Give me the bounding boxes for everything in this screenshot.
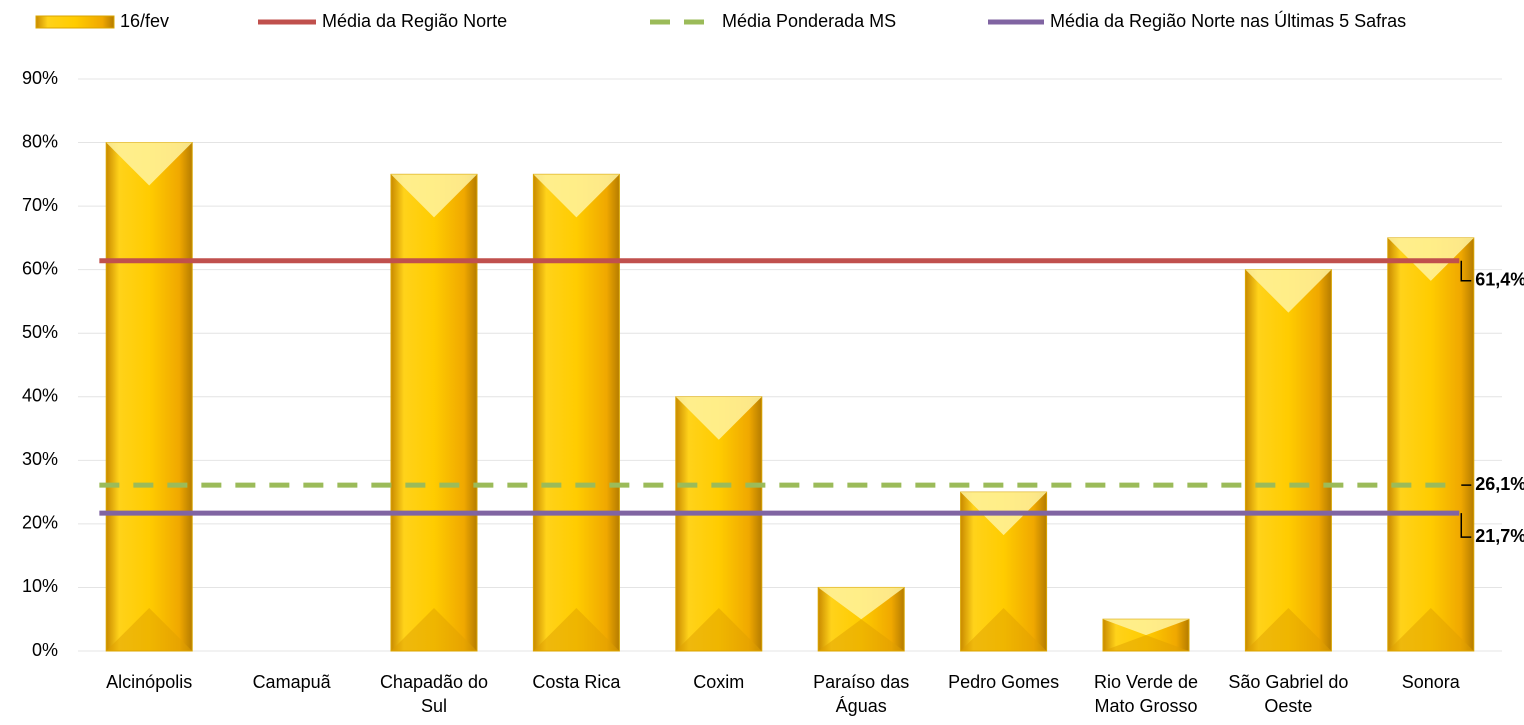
bar-bevel-bottom xyxy=(106,608,193,651)
x-tick-label: Costa Rica xyxy=(532,672,621,692)
bar xyxy=(532,173,620,652)
line-value-label: 21,7% xyxy=(1475,526,1524,546)
legend-label: Média da Região Norte nas Últimas 5 Safr… xyxy=(1050,10,1406,31)
y-tick-label: 80% xyxy=(22,131,58,151)
x-tick-label: Chapadão do Sul xyxy=(380,672,488,716)
bar-bevel-top xyxy=(106,142,193,186)
bar-bevel-bottom xyxy=(391,608,477,651)
y-tick-label: 60% xyxy=(22,258,58,278)
x-tick-label: Paraíso das Águas xyxy=(813,672,909,716)
x-tick-label: Camapuã xyxy=(253,672,332,692)
x-tick-label: São Gabriel do Oeste xyxy=(1228,672,1348,716)
x-tick-label: Coxim xyxy=(693,672,744,692)
bar-bevel-bottom xyxy=(1387,608,1474,651)
legend-label: Média Ponderada MS xyxy=(722,11,896,31)
bar-bevel-bottom xyxy=(1103,635,1189,651)
bar xyxy=(1387,237,1475,652)
x-tick-label: Sonora xyxy=(1402,672,1461,692)
x-tick-label: Pedro Gomes xyxy=(948,672,1059,692)
bar xyxy=(1244,269,1332,652)
line-value-label: 26,1% xyxy=(1475,474,1524,494)
bar xyxy=(390,173,478,652)
x-tick-label: Alcinópolis xyxy=(106,672,192,692)
y-tick-label: 70% xyxy=(22,195,58,215)
y-tick-label: 0% xyxy=(32,640,58,660)
y-tick-label: 90% xyxy=(22,68,58,88)
bar-bevel-top xyxy=(675,396,762,440)
x-tick-label: Rio Verde de Mato Grosso xyxy=(1094,672,1198,716)
y-tick-label: 50% xyxy=(22,322,58,342)
bar-bevel-top xyxy=(1103,619,1189,636)
bar-bevel-bottom xyxy=(533,608,620,651)
y-tick-label: 10% xyxy=(22,576,58,596)
bar-bevel-bottom xyxy=(960,608,1047,651)
bar-bevel-top xyxy=(391,174,477,218)
bar-bevel-bottom xyxy=(675,608,762,651)
bar-bevel-bottom xyxy=(1245,608,1332,651)
bar-bevel-top xyxy=(533,174,620,218)
line-value-label: 61,4% xyxy=(1475,270,1524,290)
label-leader xyxy=(1460,513,1472,538)
bar-bevel-top xyxy=(1245,269,1332,313)
bar-bevel-bottom xyxy=(818,619,905,651)
y-tick-label: 40% xyxy=(22,386,58,406)
legend-label: 16/fev xyxy=(120,11,169,31)
legend-swatch xyxy=(35,15,115,29)
label-leader xyxy=(1460,260,1472,282)
legend-label: Média da Região Norte xyxy=(322,11,507,31)
bar-bevel-top xyxy=(818,587,905,620)
bar xyxy=(105,142,193,652)
y-tick-label: 30% xyxy=(22,449,58,469)
y-tick-label: 20% xyxy=(22,513,58,533)
